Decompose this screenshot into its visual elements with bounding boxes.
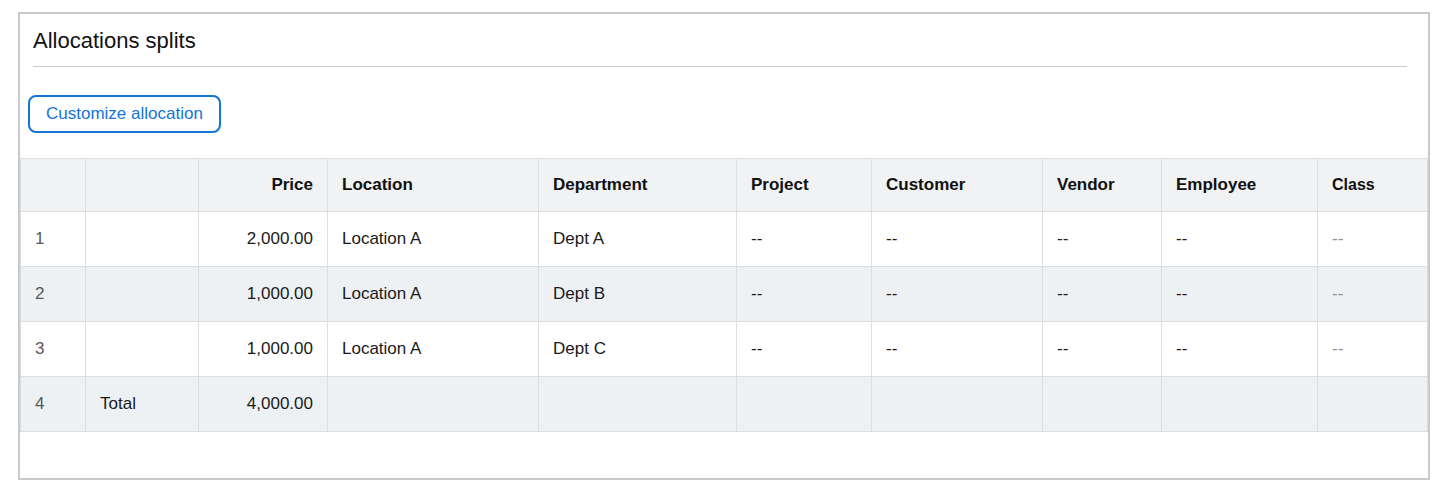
cell-project-row-3: -- [737,322,872,377]
cell-project-row-2: -- [737,267,872,322]
cell-project-row-4 [737,377,872,432]
cell-class-row-1: -- [1318,212,1428,267]
column-header-class: Class [1318,159,1428,212]
column-header-rownum [21,159,86,212]
column-header-price: Price [199,159,328,212]
column-header-vendor: Vendor [1043,159,1162,212]
cell-class-row-4 [1318,377,1428,432]
column-header-employee: Employee [1162,159,1318,212]
cell-customer-row-4 [872,377,1043,432]
cell-employee-row-3: -- [1162,322,1318,377]
cell-location-row-3: Location A [328,322,539,377]
table-row-3: 31,000.00Location ADept C---------- [21,322,1428,377]
cell-price-row-4: 4,000.00 [199,377,328,432]
cell-label-row-3 [86,322,199,377]
cell-customer-row-2: -- [872,267,1043,322]
cell-employee-row-4 [1162,377,1318,432]
table-row-4: 4Total4,000.00 [21,377,1428,432]
allocations-splits-panel: Allocations splits Customize allocation … [18,12,1430,480]
cell-rownum-row-1: 1 [21,212,86,267]
cell-department-row-2: Dept B [539,267,737,322]
cell-vendor-row-3: -- [1043,322,1162,377]
cell-vendor-row-1: -- [1043,212,1162,267]
cell-location-row-2: Location A [328,267,539,322]
table-row-1: 12,000.00Location ADept A---------- [21,212,1428,267]
cell-department-row-4 [539,377,737,432]
cell-employee-row-1: -- [1162,212,1318,267]
cell-label-row-4: Total [86,377,199,432]
cell-price-row-2: 1,000.00 [199,267,328,322]
column-header-customer: Customer [872,159,1043,212]
cell-label-row-1 [86,212,199,267]
cell-rownum-row-3: 3 [21,322,86,377]
cell-price-row-3: 1,000.00 [199,322,328,377]
cell-class-row-2: -- [1318,267,1428,322]
cell-price-row-1: 2,000.00 [199,212,328,267]
column-header-location: Location [328,159,539,212]
cell-location-row-1: Location A [328,212,539,267]
column-header-department: Department [539,159,737,212]
cell-class-row-3: -- [1318,322,1428,377]
cell-department-row-1: Dept A [539,212,737,267]
cell-customer-row-3: -- [872,322,1043,377]
cell-vendor-row-4 [1043,377,1162,432]
cell-label-row-2 [86,267,199,322]
cell-vendor-row-2: -- [1043,267,1162,322]
table-body: 12,000.00Location ADept A----------21,00… [21,212,1428,432]
column-header-label [86,159,199,212]
table-header-row: PriceLocationDepartmentProjectCustomerVe… [21,159,1428,212]
cell-project-row-1: -- [737,212,872,267]
cell-customer-row-1: -- [872,212,1043,267]
cell-rownum-row-4: 4 [21,377,86,432]
cell-department-row-3: Dept C [539,322,737,377]
table-row-2: 21,000.00Location ADept B---------- [21,267,1428,322]
cell-rownum-row-2: 2 [21,267,86,322]
title-divider [33,66,1407,67]
customize-allocation-button[interactable]: Customize allocation [28,95,221,133]
allocations-table: PriceLocationDepartmentProjectCustomerVe… [20,158,1428,432]
panel-title: Allocations splits [33,28,1407,54]
column-header-project: Project [737,159,872,212]
cell-employee-row-2: -- [1162,267,1318,322]
cell-location-row-4 [328,377,539,432]
